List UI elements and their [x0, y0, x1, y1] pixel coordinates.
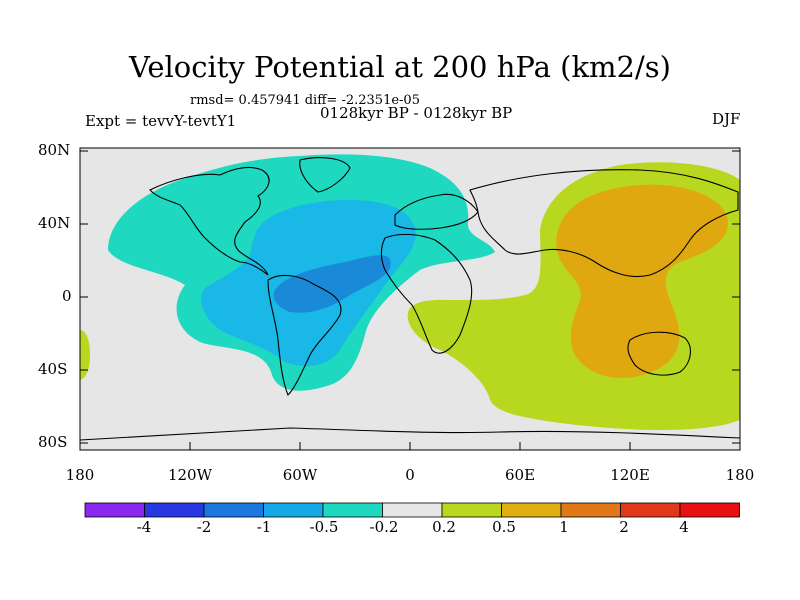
colorbar-swatch [322, 502, 383, 518]
contour-pos-0.5 [556, 184, 729, 378]
coast-antarctica [80, 427, 740, 441]
x-tick-180e: 180 [725, 466, 755, 484]
colorbar-swatch [560, 502, 621, 518]
colorbar-swatch [263, 502, 324, 518]
colorbar-label: -0.5 [309, 518, 339, 536]
y-tick-80N: 80N [38, 141, 71, 159]
contour-pos-west-patch [80, 330, 90, 380]
colorbar-label: 2 [619, 518, 629, 536]
x-tick-180w: 180 [65, 466, 95, 484]
colorbar-swatch [203, 502, 264, 518]
colorbar-label: -1 [256, 518, 272, 536]
colorbar-swatch [441, 502, 502, 518]
colorbar-swatch [501, 502, 562, 518]
coast-greenland [299, 157, 351, 193]
x-tick-120w: 120W [167, 466, 213, 484]
experiment-label: Expt = tevvY-tevtY1 [85, 112, 237, 130]
contour-neg-1 [273, 255, 391, 313]
x-tick-120e: 120E [610, 466, 650, 484]
colorbar-swatch [620, 502, 681, 518]
period-label: 0128kyr BP - 0128kyr BP [320, 104, 513, 122]
colorbar-label: 0.2 [432, 518, 456, 536]
colorbar-swatch [144, 502, 205, 518]
x-tick-60w: 60W [282, 466, 318, 484]
coast-south-america [267, 274, 342, 396]
coast-north-america [149, 166, 270, 276]
y-tick-80S: 80S [38, 433, 68, 451]
season-label: DJF [712, 110, 741, 128]
colorbar-label: -2 [196, 518, 212, 536]
coast-asia [469, 169, 739, 278]
colorbar-label: 4 [679, 518, 689, 536]
colorbar-label: -4 [136, 518, 152, 536]
y-tick-0: 0 [62, 287, 72, 305]
colorbar-swatch [679, 502, 740, 518]
y-tick-40S: 40S [38, 360, 68, 378]
colorbar [84, 502, 740, 518]
colorbar-swatch [382, 502, 443, 518]
colorbar-label: -0.2 [369, 518, 399, 536]
coast-australia [627, 331, 691, 376]
y-tick-40N: 40N [38, 214, 71, 232]
x-tick-0: 0 [405, 466, 415, 484]
colorbar-label: 0.5 [492, 518, 516, 536]
coast-africa [380, 233, 473, 354]
map-title: Velocity Potential at 200 hPa (km2/s) [129, 50, 671, 84]
colorbar-label: 1 [559, 518, 569, 536]
stats-line: rmsd= 0.457941 diff= -2.2351e-05 [190, 93, 420, 108]
x-tick-60e: 60E [504, 466, 536, 484]
colorbar-swatch [84, 502, 145, 518]
